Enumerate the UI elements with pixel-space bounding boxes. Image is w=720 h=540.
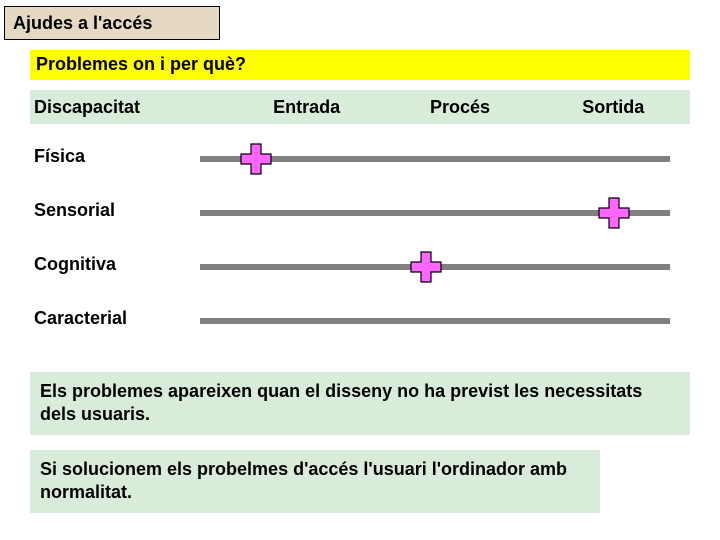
table-row: Cognitiva xyxy=(30,240,690,294)
header-row: Discapacitat Entrada Procés Sortida xyxy=(30,90,690,124)
col-proces: Procés xyxy=(400,97,520,118)
table-row: Física xyxy=(30,132,690,186)
note-1-text: Els problemes apareixen quan el disseny … xyxy=(40,381,642,424)
column-headers: Entrada Procés Sortida xyxy=(230,97,690,118)
title-box: Ajudes a l'accés xyxy=(4,6,220,40)
cross-icon xyxy=(597,196,631,230)
row-label: Sensorial xyxy=(34,200,115,221)
note-2: Si solucionem els probelmes d'accés l'us… xyxy=(30,450,600,513)
title-text: Ajudes a l'accés xyxy=(13,13,152,33)
col-entrada: Entrada xyxy=(247,97,367,118)
table-row: Caracterial xyxy=(30,294,690,348)
row-track xyxy=(200,318,670,324)
row-label: Física xyxy=(34,146,85,167)
rows-area: Física Sensorial Cognitiva Caracterial xyxy=(30,132,690,348)
table-row: Sensorial xyxy=(30,186,690,240)
row-label: Caracterial xyxy=(34,308,127,329)
note-2-text: Si solucionem els probelmes d'accés l'us… xyxy=(40,459,567,502)
subtitle-band: Problemes on i per què? xyxy=(30,50,690,80)
col-sortida: Sortida xyxy=(553,97,673,118)
subtitle-text: Problemes on i per què? xyxy=(36,54,246,74)
row-label: Cognitiva xyxy=(34,254,116,275)
note-1: Els problemes apareixen quan el disseny … xyxy=(30,372,690,435)
cross-icon xyxy=(239,142,273,176)
cross-icon xyxy=(409,250,443,284)
column-label: Discapacitat xyxy=(30,97,230,118)
